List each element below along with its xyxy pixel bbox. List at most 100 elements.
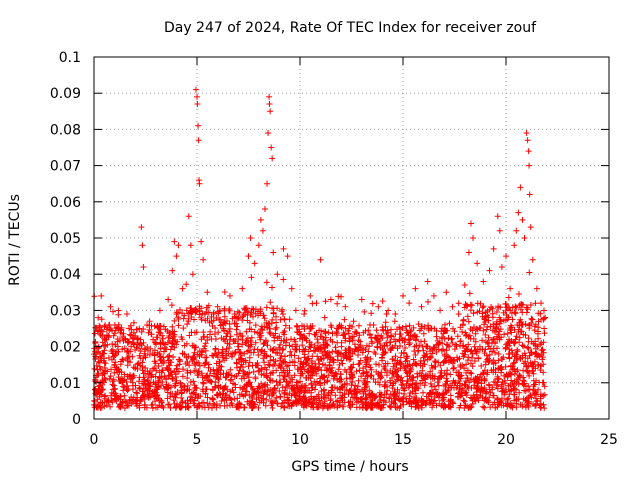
data-point <box>449 303 456 310</box>
data-point <box>233 314 240 321</box>
data-point <box>132 365 139 372</box>
data-point <box>142 354 149 361</box>
data-point <box>204 289 211 296</box>
y-tick-label: 0.06 <box>50 195 81 211</box>
data-point <box>251 260 258 267</box>
data-point <box>400 292 406 299</box>
data-point <box>265 130 272 137</box>
data-point <box>515 209 522 216</box>
y-tick-labels: 0 0.01 0.02 0.03 0.04 0.05 0.06 0.07 0.08 0.09 0.1 <box>50 50 81 428</box>
data-point <box>175 242 182 249</box>
data-point <box>261 206 268 213</box>
data-point <box>99 387 106 394</box>
data-point <box>173 253 180 260</box>
data-point <box>136 325 143 332</box>
y-tick-label: 0.1 <box>59 50 81 66</box>
data-point <box>194 93 200 100</box>
data-point <box>247 235 254 241</box>
data-point <box>525 148 532 155</box>
data-point <box>187 242 194 249</box>
y-tick-label: 0.01 <box>50 376 81 392</box>
data-point <box>511 242 518 249</box>
data-point <box>334 325 341 332</box>
data-point <box>375 303 382 310</box>
data-point <box>513 227 520 234</box>
data-point <box>107 303 114 310</box>
data-point <box>517 184 524 191</box>
data-point <box>259 227 266 234</box>
x-tick-label: 10 <box>291 432 309 448</box>
data-point <box>226 292 233 299</box>
data-point <box>526 162 533 169</box>
data-point <box>524 137 531 144</box>
data-point <box>470 235 477 241</box>
data-point <box>526 191 533 198</box>
data-point <box>269 155 276 162</box>
data-point <box>367 321 374 328</box>
data-point <box>498 263 505 270</box>
data-point <box>507 285 514 292</box>
data-point <box>455 311 462 318</box>
data-point <box>301 311 308 318</box>
data-point <box>467 220 474 227</box>
data-point <box>115 321 122 328</box>
data-point <box>192 86 199 93</box>
data-point <box>165 296 172 303</box>
data-point <box>119 376 126 383</box>
data-point <box>490 245 497 252</box>
data-point <box>521 235 528 241</box>
data-point <box>171 238 178 245</box>
data-point <box>288 285 295 292</box>
data-point <box>183 307 190 314</box>
x-tick-label: 0 <box>90 432 99 448</box>
data-point <box>424 278 431 285</box>
data-point <box>139 242 146 249</box>
data-point <box>292 307 299 314</box>
data-point <box>541 325 548 332</box>
data-point <box>128 343 135 350</box>
data-point <box>527 224 534 231</box>
data-point <box>245 253 252 260</box>
data-point <box>220 336 227 343</box>
data-point <box>264 180 271 187</box>
x-axis-label: GPS time / hours <box>291 459 408 475</box>
dense-points-path <box>91 269 549 412</box>
data-point <box>98 292 105 299</box>
y-tick-label: 0.07 <box>50 159 81 175</box>
data-point <box>195 122 202 129</box>
data-point <box>138 224 145 231</box>
data-point <box>208 318 215 325</box>
y-tick-label: 0.05 <box>50 231 81 247</box>
data-point <box>391 318 398 325</box>
data-point <box>519 216 526 223</box>
data-point <box>496 227 503 234</box>
y-tick-label: 0.08 <box>50 122 81 138</box>
data-point <box>317 256 324 263</box>
data-point <box>266 101 273 108</box>
data-point <box>140 263 147 270</box>
data-point <box>194 101 201 108</box>
data-point <box>412 285 419 292</box>
x-tick-label: 15 <box>394 432 412 448</box>
data-point <box>443 289 450 296</box>
data-point <box>321 314 328 321</box>
y-tick-label: 0 <box>72 412 81 428</box>
data-point <box>189 271 196 278</box>
data-point <box>465 249 472 256</box>
axis-ticks <box>93 56 610 420</box>
data-point <box>195 137 202 144</box>
data-point <box>358 296 365 303</box>
data-point <box>284 253 291 260</box>
data-point <box>161 358 168 365</box>
data-point <box>214 303 221 310</box>
y-tick-label: 0.02 <box>50 340 81 356</box>
data-point <box>523 130 530 137</box>
data-point <box>111 361 118 368</box>
data-point <box>486 267 493 274</box>
y-tick-label: 0.09 <box>50 86 81 102</box>
data-point <box>274 271 281 278</box>
data-point <box>270 249 277 256</box>
data-point <box>350 318 357 325</box>
data-point <box>146 318 153 325</box>
